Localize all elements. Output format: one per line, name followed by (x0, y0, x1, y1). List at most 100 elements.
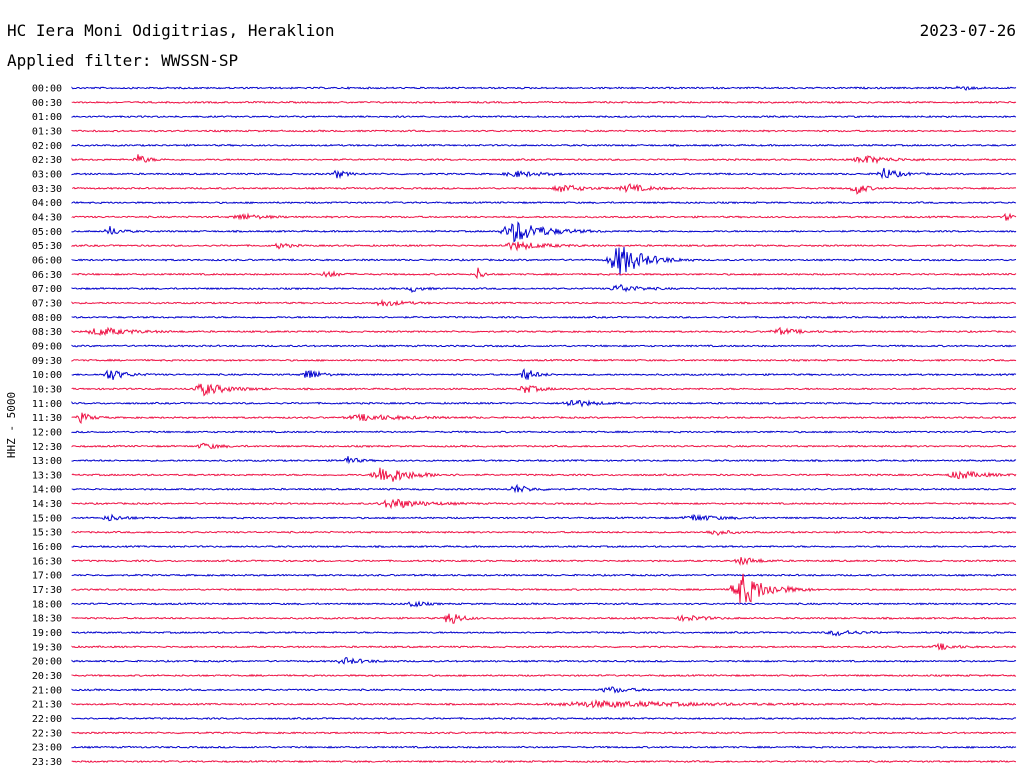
trace-0130 (71, 129, 1017, 133)
trace-2330 (71, 759, 1017, 764)
trace-1830 (71, 613, 1017, 624)
trace-1630 (71, 557, 1017, 566)
row-tick-label: 11:00 (32, 399, 62, 410)
row-tick-label: 04:00 (32, 198, 62, 209)
trace-0430 (71, 212, 1017, 221)
trace-group (71, 85, 1017, 764)
trace-1200 (71, 430, 1017, 434)
trace-2300 (71, 745, 1017, 749)
date-label: 2023-07-26 (920, 21, 1016, 40)
row-tick-label: 22:00 (32, 714, 62, 725)
row-tick-label: 11:30 (32, 413, 62, 424)
row-tick-label: 00:30 (32, 98, 62, 109)
trace-2030 (71, 673, 1017, 678)
trace-0530 (71, 240, 1017, 252)
trace-0230 (71, 154, 1017, 165)
row-tick-label: 07:00 (32, 284, 62, 295)
trace-0830 (71, 326, 1017, 337)
trace-2100 (71, 686, 1017, 694)
trace-1000 (71, 368, 1017, 381)
row-tick-label: 23:30 (32, 757, 62, 768)
trace-0730 (71, 298, 1017, 307)
trace-1230 (71, 442, 1017, 450)
trace-1100 (71, 399, 1017, 408)
trace-0300 (71, 167, 1017, 180)
row-tick-label: 05:00 (32, 227, 62, 238)
trace-0700 (71, 283, 1017, 293)
row-tick-label: 09:30 (32, 356, 62, 367)
tick-label-group: 00:00 00:30 01:00 01:30 02:00 02:30 03:00 03:30… (32, 84, 62, 769)
trace-1530 (71, 529, 1017, 536)
trace-0030 (71, 100, 1017, 104)
row-tick-label: 07:30 (32, 298, 62, 309)
row-tick-label: 08:00 (32, 313, 62, 324)
trace-0930 (71, 358, 1017, 362)
row-tick-label: 03:30 (32, 184, 62, 195)
row-tick-label: 15:00 (32, 513, 62, 524)
row-tick-label: 06:30 (32, 270, 62, 281)
row-tick-label: 05:30 (32, 241, 62, 252)
row-tick-label: 10:30 (32, 384, 62, 395)
trace-1430 (71, 498, 1017, 510)
trace-1330 (71, 467, 1017, 482)
station-title: HC Iera Moni Odigitrias, Heraklion (7, 21, 335, 40)
row-tick-label: 04:30 (32, 212, 62, 223)
trace-0400 (71, 200, 1017, 205)
trace-0800 (71, 315, 1017, 319)
row-tick-label: 01:30 (32, 126, 62, 137)
row-tick-label: 20:00 (32, 657, 62, 668)
trace-0100 (71, 115, 1017, 119)
trace-0900 (71, 344, 1017, 348)
row-tick-label: 03:00 (32, 169, 62, 180)
trace-1500 (71, 513, 1017, 522)
row-tick-label: 13:30 (32, 470, 62, 481)
trace-1800 (71, 600, 1017, 608)
row-tick-label: 14:00 (32, 485, 62, 496)
row-tick-label: 17:00 (32, 571, 62, 582)
trace-0630 (71, 267, 1017, 280)
trace-1400 (71, 483, 1017, 494)
trace-1900 (71, 629, 1017, 637)
row-tick-label: 09:00 (32, 341, 62, 352)
row-tick-label: 16:30 (32, 556, 62, 567)
row-tick-label: 02:30 (32, 155, 62, 166)
trace-0200 (71, 143, 1017, 148)
trace-1300 (71, 456, 1017, 465)
row-tick-label: 23:00 (32, 743, 62, 754)
trace-0000 (71, 85, 1017, 91)
trace-2000 (71, 657, 1017, 665)
row-tick-label: 17:30 (32, 585, 62, 596)
trace-1700 (71, 573, 1017, 577)
row-tick-label: 19:00 (32, 628, 62, 639)
trace-1030 (71, 383, 1017, 397)
row-tick-label: 10:00 (32, 370, 62, 381)
row-tick-label: 22:30 (32, 728, 62, 739)
row-tick-label: 08:30 (32, 327, 62, 338)
row-tick-label: 06:00 (32, 255, 62, 266)
row-tick-label: 02:00 (32, 141, 62, 152)
row-tick-label: 21:00 (32, 685, 62, 696)
row-tick-label: 12:00 (32, 427, 62, 438)
row-tick-label: 16:00 (32, 542, 62, 553)
trace-2230 (71, 731, 1017, 735)
row-tick-label: 15:30 (32, 528, 62, 539)
y-axis-label: HHZ - 5000 (5, 392, 18, 458)
row-tick-label: 19:30 (32, 642, 62, 653)
trace-0600 (71, 246, 1017, 276)
trace-2200 (71, 716, 1017, 721)
filter-label: Applied filter: WWSSN-SP (7, 51, 238, 70)
row-tick-label: 20:30 (32, 671, 62, 682)
row-tick-label: 13:00 (32, 456, 62, 467)
row-tick-label: 21:30 (32, 700, 62, 711)
trace-0330 (71, 183, 1017, 195)
row-tick-label: 18:30 (32, 614, 62, 625)
trace-0500 (71, 221, 1017, 243)
row-tick-label: 01:00 (32, 112, 62, 123)
row-tick-label: 00:00 (32, 84, 62, 95)
row-tick-label: 18:00 (32, 599, 62, 610)
trace-2130 (71, 698, 1017, 709)
trace-1600 (71, 544, 1017, 549)
trace-1730 (71, 573, 1017, 604)
trace-1130 (71, 412, 1017, 425)
